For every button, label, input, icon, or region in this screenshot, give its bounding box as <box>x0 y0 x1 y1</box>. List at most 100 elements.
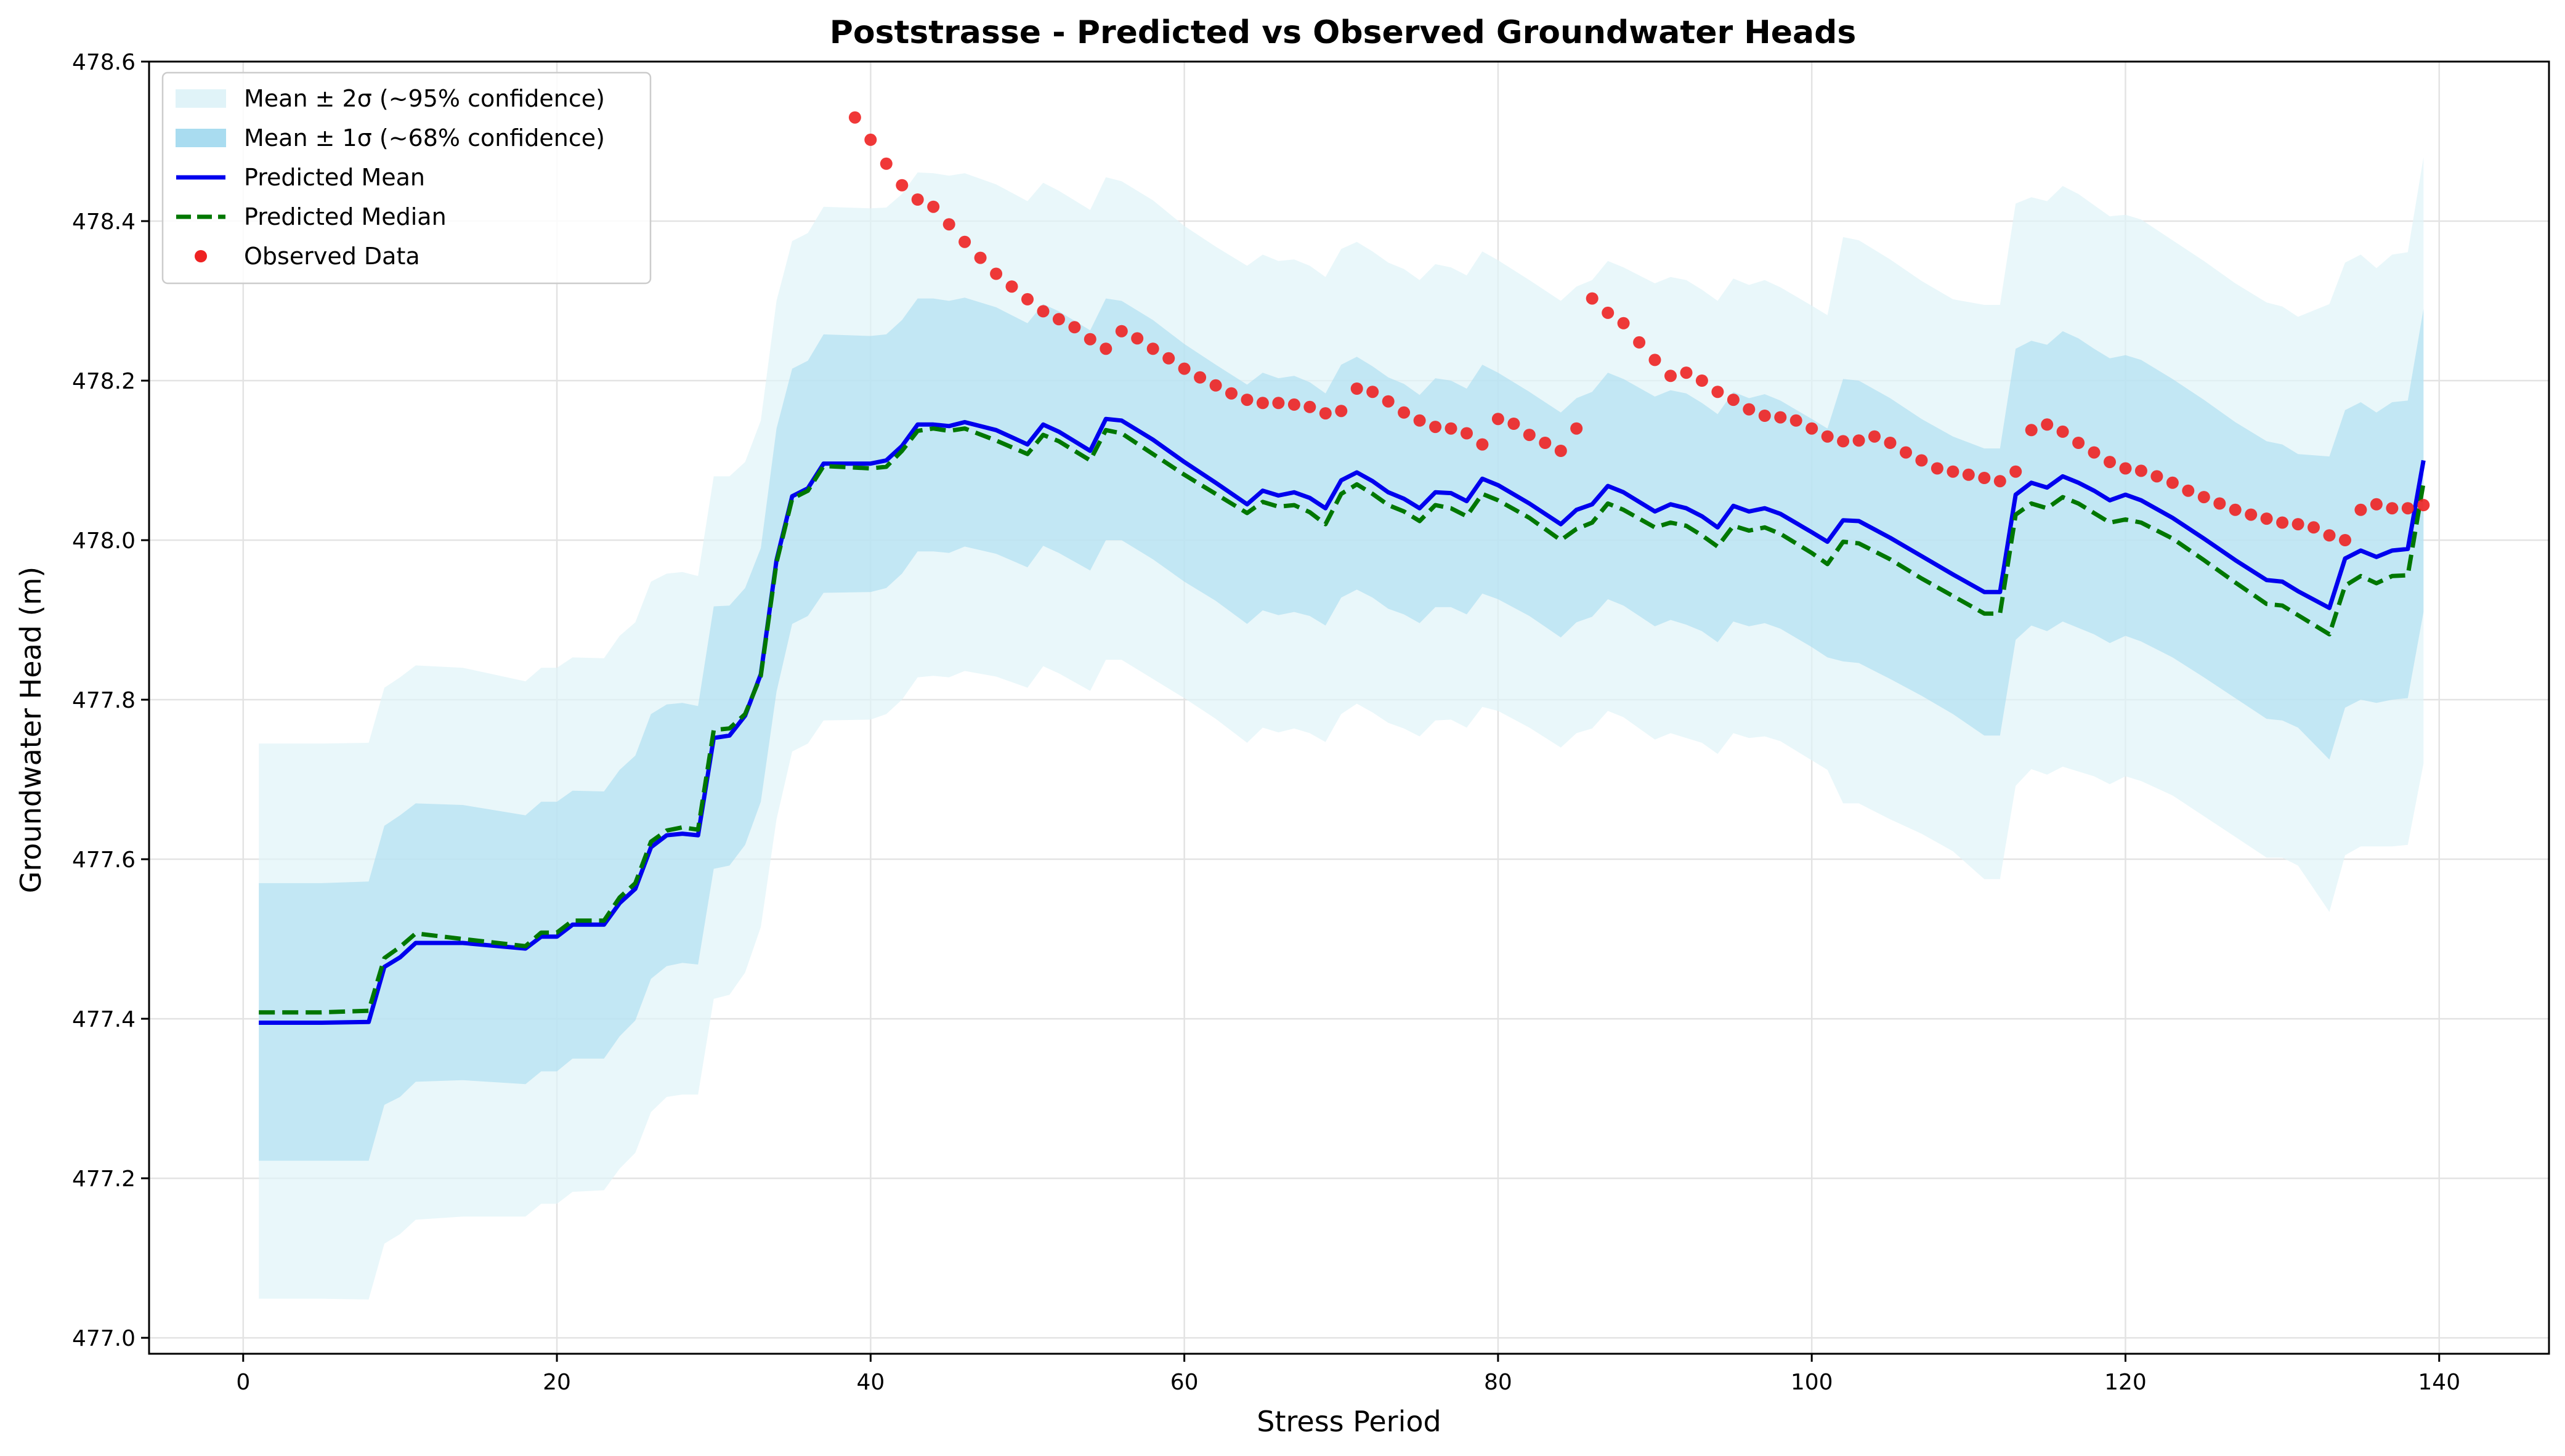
observed-point <box>1052 313 1065 326</box>
observed-point <box>911 193 924 206</box>
observed-point <box>2260 512 2273 525</box>
observed-point <box>1539 437 1552 449</box>
observed-point <box>1727 394 1740 406</box>
observed-point <box>2166 476 2179 489</box>
observed-point <box>1256 397 1269 410</box>
observed-point <box>1350 382 1363 395</box>
x-tick-label: 0 <box>236 1370 250 1395</box>
observed-point <box>1931 462 1943 475</box>
observed-point <box>990 267 1003 280</box>
observed-point <box>1993 475 2006 488</box>
observed-point <box>848 111 861 124</box>
x-tick-label: 20 <box>543 1370 571 1395</box>
observed-point <box>1962 468 1975 481</box>
observed-point <box>2150 470 2163 483</box>
observed-point <box>1146 342 1159 355</box>
observed-point <box>1554 445 1567 457</box>
band-1sigma-layer <box>259 297 2424 1161</box>
observed-point <box>1805 422 1818 435</box>
observed-point <box>1617 317 1630 330</box>
legend-box <box>161 71 652 285</box>
observed-point <box>1837 435 1850 448</box>
observed-point <box>1162 352 1175 365</box>
observed-point <box>1758 410 1771 422</box>
observed-point <box>1633 336 1646 349</box>
legend-label: Predicted Median <box>244 203 447 230</box>
observed-point <box>2197 491 2210 504</box>
observed-point <box>2370 498 2383 511</box>
legend-swatch-band <box>176 89 226 108</box>
observed-point <box>1821 430 1834 443</box>
observed-point <box>1429 421 1442 434</box>
x-tick-label: 80 <box>1484 1370 1512 1395</box>
median-line-layer <box>259 426 2426 1015</box>
legend-label: Mean ± 1σ (~68% confidence) <box>244 124 605 152</box>
observed-point <box>1884 437 1897 449</box>
observed-point <box>2308 521 2320 534</box>
observed-point <box>1743 403 1756 416</box>
observed-point <box>1915 454 1928 467</box>
observed-point <box>2229 503 2242 516</box>
observed-point <box>1570 422 1583 435</box>
observed-point <box>1366 386 1379 398</box>
observed-point <box>2213 497 2226 510</box>
observed-point <box>1194 371 1207 384</box>
x-axis-label: Stress Period <box>1257 1405 1441 1438</box>
y-tick-label: 478.4 <box>72 209 136 235</box>
x-tick-label: 140 <box>2418 1370 2460 1395</box>
observed-point <box>1241 394 1254 406</box>
x-tick-label: 60 <box>1170 1370 1199 1395</box>
observed-point <box>1398 406 1411 419</box>
observed-point <box>2276 516 2289 529</box>
observed-point <box>864 133 877 146</box>
observed-point <box>1272 397 1285 410</box>
legend-label: Predicted Mean <box>244 164 425 191</box>
observed-point <box>2134 464 2147 477</box>
observed-point <box>1382 395 1395 408</box>
observed-point <box>1303 400 1316 413</box>
observed-point <box>974 251 987 264</box>
observed-point <box>2009 465 2022 478</box>
observed-point <box>1131 332 1144 345</box>
observed-point <box>1602 306 1615 319</box>
observed-point <box>2088 446 2101 459</box>
y-axis-ticks: 477.0 477.2 477.4 477.6 477.8 478.0 478.2 478.4… <box>72 50 149 1351</box>
observed-point <box>1068 321 1081 334</box>
observed-point <box>1900 446 1912 459</box>
observed-point <box>1789 414 1802 427</box>
observed-point <box>2291 518 2304 531</box>
observed-point <box>1476 438 1489 451</box>
legend-label: Mean ± 2σ (~95% confidence) <box>244 85 605 112</box>
observed-point <box>1209 379 1222 392</box>
y-tick-label: 477.8 <box>72 688 136 713</box>
observed-point <box>1774 411 1787 424</box>
legend-swatch-band <box>176 129 226 147</box>
x-tick-label: 120 <box>2104 1370 2147 1395</box>
observed-point <box>1491 413 1504 426</box>
x-axis-ticks: 0 20 40 60 80 100 120 140 <box>236 1354 2460 1395</box>
observed-point <box>2104 456 2116 469</box>
median-line <box>259 426 2426 1015</box>
observed-point <box>1680 366 1693 379</box>
observed-point <box>2401 502 2414 515</box>
observed-point <box>1852 434 1865 447</box>
observed-point <box>2386 502 2399 515</box>
observed-point <box>1287 398 1300 411</box>
observed-point <box>1868 430 1881 443</box>
x-tick-label: 40 <box>856 1370 885 1395</box>
band-1sigma <box>259 297 2424 1161</box>
observed-point <box>1005 280 1018 293</box>
observed-point <box>1178 362 1191 375</box>
y-tick-label: 478.0 <box>72 528 136 554</box>
y-tick-label: 477.2 <box>72 1167 136 1192</box>
observed-point <box>1115 325 1128 338</box>
observed-point <box>1461 427 1473 440</box>
observed-point <box>1664 370 1677 382</box>
legend-label: Observed Data <box>244 243 420 270</box>
observed-point <box>1445 422 1457 435</box>
y-tick-label: 477.6 <box>72 847 136 873</box>
observed-point <box>1648 354 1661 366</box>
y-tick-label: 477.0 <box>72 1326 136 1351</box>
